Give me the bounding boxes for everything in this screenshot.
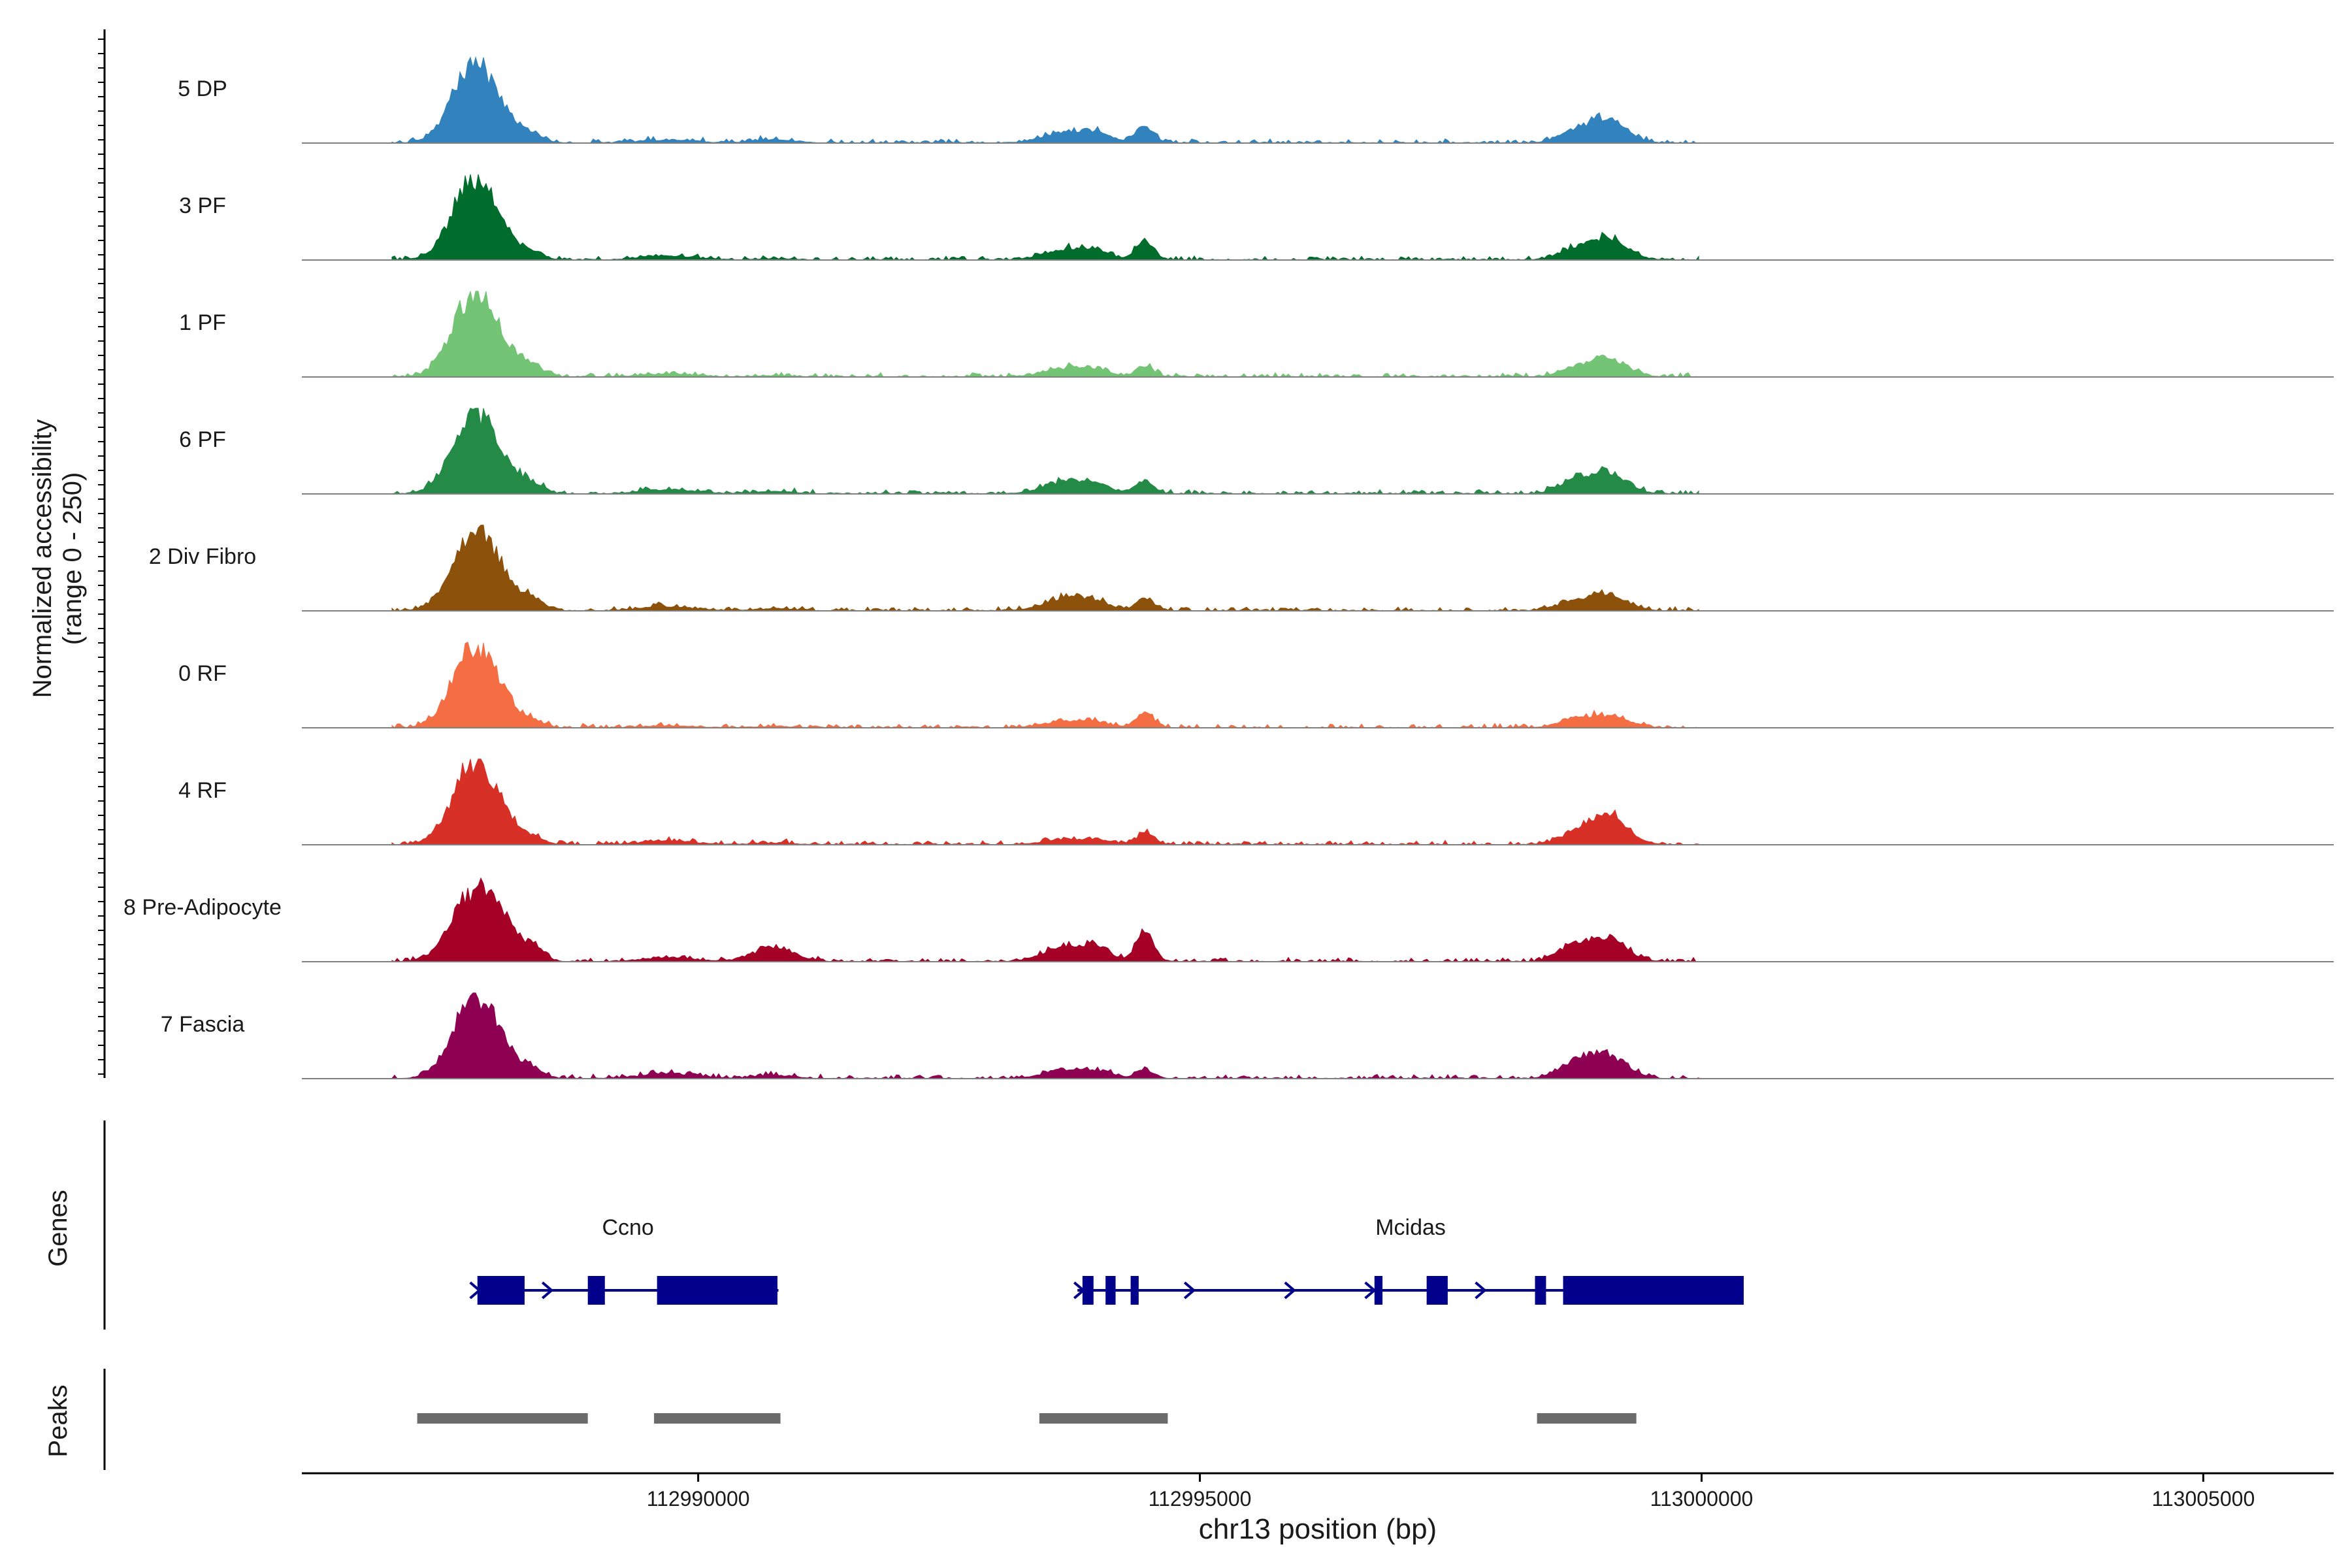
peaks-track-label: Peaks xyxy=(44,1384,73,1457)
peak-bar xyxy=(1537,1413,1637,1424)
track-3-pf: 3 PF xyxy=(179,174,2334,261)
strand-arrow xyxy=(469,1281,482,1299)
coverage-area xyxy=(391,290,1699,378)
y-axis-label-line2: (range 0 - 250) xyxy=(58,472,87,645)
peak-bar xyxy=(417,1413,588,1424)
peak-bar xyxy=(1039,1413,1168,1424)
y-axis-ticks xyxy=(98,39,105,1075)
strand-arrow xyxy=(1183,1281,1196,1299)
genes-track: Ccno Mcidas xyxy=(469,1215,1744,1305)
gene-mcidas: Mcidas xyxy=(1073,1215,1744,1305)
coverage-tracks: 5 DP 3 PF 1 PF 6 PF 2 Div Fibro 0 RF 4 RF 8 Pre… xyxy=(123,56,2334,1079)
track-label: 8 Pre-Adipocyte xyxy=(123,895,282,920)
coverage-area xyxy=(391,759,1699,845)
track-label: 1 PF xyxy=(179,310,226,335)
track-label: 0 RF xyxy=(178,661,227,686)
gene-exon xyxy=(1082,1276,1094,1305)
peaks-track xyxy=(417,1413,1637,1424)
coverage-area xyxy=(391,877,1699,962)
track-label: 7 Fascia xyxy=(161,1012,245,1037)
x-tick-label: 112995000 xyxy=(1149,1487,1252,1511)
track-label: 6 PF xyxy=(179,427,226,452)
gene-exon xyxy=(477,1276,525,1305)
gene-name: Ccno xyxy=(602,1215,653,1240)
gene-exon xyxy=(1563,1276,1744,1305)
x-tick-label: 112990000 xyxy=(647,1487,750,1511)
gene-exon xyxy=(587,1276,605,1305)
coverage-area xyxy=(391,174,1699,261)
x-axis-ticks: 112990000 112995000 113000000 113005000 xyxy=(647,1473,2255,1511)
gene-name: Mcidas xyxy=(1375,1215,1446,1240)
gene-exon xyxy=(657,1276,777,1305)
strand-arrow xyxy=(1475,1281,1487,1299)
track-0-rf: 0 RF xyxy=(178,642,2334,728)
track-2-div-fibro: 2 Div Fibro xyxy=(149,525,2334,612)
track-7-fascia: 7 Fascia xyxy=(161,992,2334,1079)
coverage-area xyxy=(391,992,1699,1079)
track-1-pf: 1 PF xyxy=(179,290,2334,378)
strand-arrow xyxy=(1073,1281,1086,1299)
track-label: 2 Div Fibro xyxy=(149,544,256,569)
peak-bar xyxy=(654,1413,781,1424)
coverage-area xyxy=(391,408,1699,495)
track-label: 3 PF xyxy=(179,193,226,218)
track-label: 4 RF xyxy=(178,778,227,803)
track-4-rf: 4 RF xyxy=(178,759,2334,845)
coverage-area xyxy=(391,642,1699,728)
track-8-pre-adipocyte: 8 Pre-Adipocyte xyxy=(123,877,2334,962)
strand-arrow xyxy=(1364,1281,1377,1299)
gene-exon xyxy=(1105,1276,1116,1305)
track-5-dp: 5 DP xyxy=(178,56,2334,144)
gene-exon xyxy=(1374,1276,1383,1305)
gene-ccno: Ccno xyxy=(469,1215,779,1305)
coverage-area xyxy=(391,525,1699,612)
x-tick-label: 113005000 xyxy=(2151,1487,2255,1511)
genes-track-label: Genes xyxy=(44,1190,73,1267)
strand-arrow xyxy=(541,1281,554,1299)
track-label: 5 DP xyxy=(178,76,227,101)
coverage-area xyxy=(391,56,1699,144)
track-6-pf: 6 PF xyxy=(179,408,2334,495)
gene-exon xyxy=(1426,1276,1448,1305)
x-axis-label: chr13 position (bp) xyxy=(1199,1513,1437,1545)
strand-arrow xyxy=(1284,1281,1296,1299)
x-tick-label: 113000000 xyxy=(1650,1487,1754,1511)
gene-exon xyxy=(1535,1276,1546,1305)
gene-exon xyxy=(1130,1276,1139,1305)
y-axis-label-line1: Normalized accessibility xyxy=(28,419,57,698)
